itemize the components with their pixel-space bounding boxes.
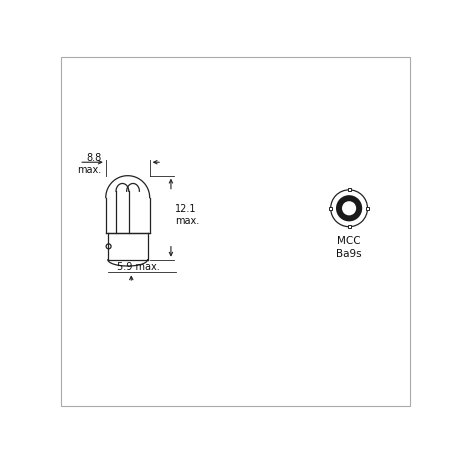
Bar <box>347 226 350 229</box>
Text: 12.1
max.: 12.1 max. <box>175 203 199 226</box>
Bar <box>347 189 350 192</box>
Bar <box>365 207 368 210</box>
Bar <box>328 207 331 210</box>
Text: MCC
Ba9s: MCC Ba9s <box>336 235 361 258</box>
Text: 5.9 max.: 5.9 max. <box>117 261 159 271</box>
Circle shape <box>335 196 361 222</box>
Text: 8.8
max.: 8.8 max. <box>77 152 101 175</box>
Circle shape <box>341 202 355 216</box>
